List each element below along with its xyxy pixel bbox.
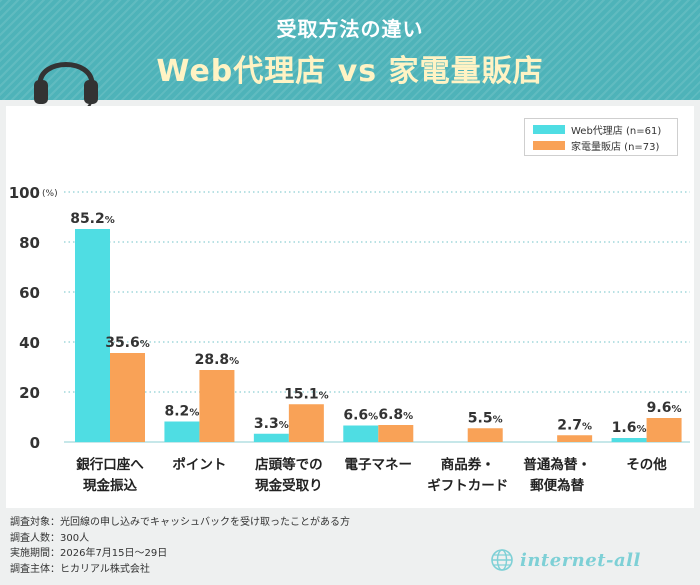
y-tick-label: 60: [19, 284, 40, 302]
legend-item-web: Web代理店 (n=61): [533, 122, 662, 137]
data-label: 5.5%: [468, 410, 503, 426]
data-label: 6.6%: [343, 408, 378, 424]
x-category-label: その他: [626, 456, 667, 473]
note-count: 調査人数：300人: [10, 532, 90, 544]
bar-store: [467, 428, 503, 442]
data-label: 35.6%: [105, 335, 150, 351]
bar-store: [646, 418, 682, 442]
bar-web: [164, 421, 200, 442]
chart-legend: Web代理店 (n=61) 家電量販店 (n=73): [524, 118, 678, 156]
x-category-label: ポイント: [172, 456, 226, 473]
x-category-label: 電子マネー: [345, 456, 413, 473]
bar-web: [253, 433, 289, 442]
bar-store: [557, 435, 593, 442]
header-banner: 受取方法の違い Web代理店 vs 家電量販店: [0, 0, 700, 114]
data-label: 28.8%: [195, 352, 240, 368]
legend-swatch-store: [533, 140, 565, 150]
data-label: 3.3%: [254, 416, 289, 432]
data-label: 1.6%: [612, 420, 647, 436]
y-tick-label: 0: [30, 434, 40, 452]
x-category-label: 店頭等での: [255, 456, 323, 473]
legend-label-web: Web代理店 (n=61): [571, 125, 662, 137]
legend-item-store: 家電量販店 (n=73): [533, 138, 660, 153]
y-tick-label: 100: [9, 184, 40, 202]
bar-web: [75, 229, 110, 442]
data-label: 15.1%: [284, 386, 329, 402]
data-label: 6.8%: [378, 407, 413, 423]
x-category-label: ギフトカード: [427, 478, 508, 494]
x-category-label: 商品券・: [441, 456, 495, 473]
legend-label-store: 家電量販店 (n=73): [571, 141, 660, 153]
data-label: 85.2%: [70, 211, 115, 227]
y-axis-unit: (%): [42, 189, 58, 199]
y-tick-label: 20: [19, 384, 40, 402]
legend-swatch-web: [533, 124, 565, 134]
globe-icon: [491, 549, 513, 571]
note-target: 調査対象：光回線の申し込みでキャッシュバックを受け取ったことがある方: [10, 517, 350, 528]
note-organizer: 調査主体：ヒカリアル株式会社: [10, 563, 150, 575]
header-subtitle: 受取方法の違い: [276, 17, 424, 41]
y-tick-label: 80: [19, 234, 40, 252]
bar-store: [199, 370, 235, 442]
data-label: 8.2%: [165, 404, 200, 420]
y-tick-label: 40: [19, 334, 40, 352]
x-category-label: 現金振込: [83, 477, 137, 494]
data-label: 9.6%: [647, 400, 682, 416]
brand-logo: internet-all: [490, 548, 641, 572]
bar-store: [110, 353, 145, 442]
x-category-label: 銀行口座へ: [76, 456, 144, 473]
survey-notes: 調査対象：光回線の申し込みでキャッシュバックを受け取ったことがある方 調査人数：…: [10, 515, 350, 577]
bar-web: [343, 425, 379, 442]
x-category-label: 現金受取り: [255, 477, 323, 494]
header-title: Web代理店 vs 家電量販店: [156, 54, 544, 89]
x-category-label: 郵便為替: [530, 477, 584, 494]
logo-text: internet-all: [520, 549, 641, 571]
bar-web: [611, 438, 647, 442]
note-period: 実施期間：2026年7月15日～29日: [10, 548, 168, 559]
data-label: 2.7%: [557, 417, 592, 433]
bar-store: [288, 404, 324, 442]
x-category-label: 普通為替・: [523, 456, 591, 473]
bar-store: [378, 425, 414, 442]
